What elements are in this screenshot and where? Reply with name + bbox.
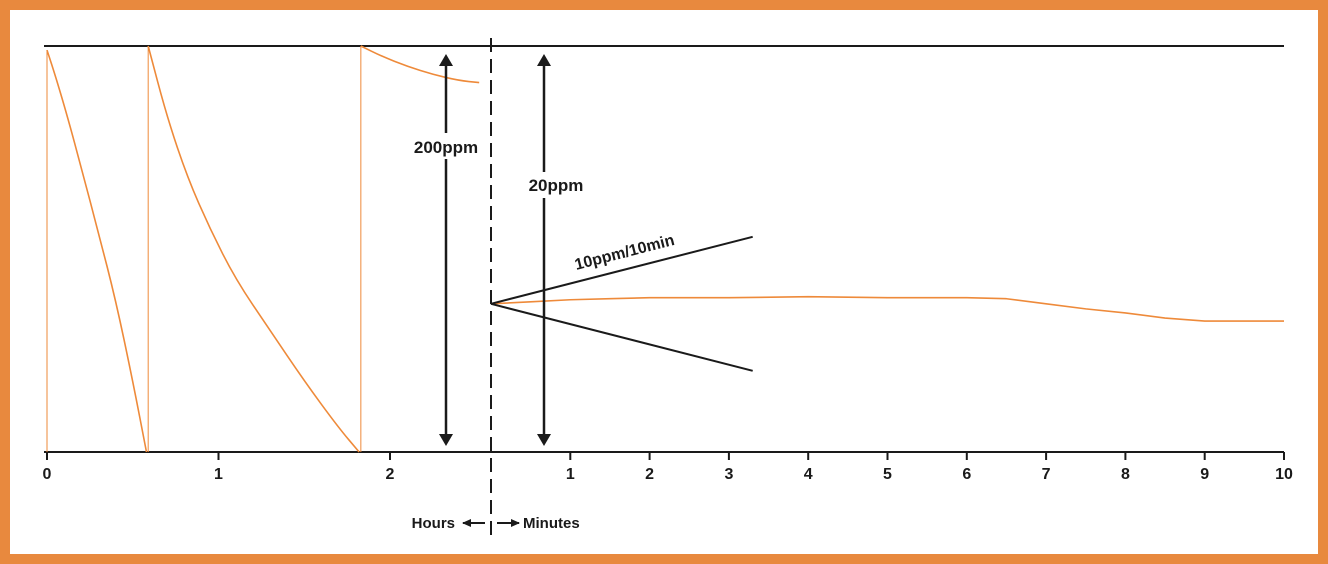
minutes-tick-label: 4 [804, 466, 813, 483]
minutes-tick-label: 9 [1200, 466, 1209, 483]
minutes-trace [490, 295, 1284, 322]
hours-trace-segment-2 [147, 45, 360, 453]
minutes-tick-label: 10 [1275, 466, 1293, 483]
label-20ppm: 20ppm [529, 176, 584, 195]
minutes-trace-group [490, 295, 1284, 322]
minutes-tick-label: 2 [645, 466, 654, 483]
minutes-tick-label: 6 [962, 466, 971, 483]
hours-tick-label: 1 [214, 466, 223, 483]
xlabel-hours: Hours [412, 515, 455, 532]
minutes-tick-group: 1 2 3 4 5 6 7 8 9 10 [566, 452, 1293, 483]
minutes-tick-label: 7 [1042, 466, 1051, 483]
hours-trace-segment-1 [46, 49, 148, 453]
label-bg-20ppm [526, 172, 584, 198]
minutes-tick-label: 8 [1121, 466, 1130, 483]
xlabel-minutes: Minutes [523, 515, 580, 532]
hours-tick-label: 0 [43, 466, 52, 483]
minutes-tick-label: 5 [883, 466, 892, 483]
hours-trace-group [46, 45, 480, 453]
minutes-tick-label: 3 [724, 466, 733, 483]
minutes-tick-label: 1 [566, 466, 575, 483]
drift-limit-lower-line [490, 302, 753, 372]
hours-tick-label: 2 [386, 466, 395, 483]
label-bg-200ppm [405, 133, 487, 159]
label-200ppm: 200ppm [414, 138, 478, 157]
drift-limit-upper-line [490, 235, 753, 305]
hours-tick-group: 0 1 2 [43, 452, 395, 483]
